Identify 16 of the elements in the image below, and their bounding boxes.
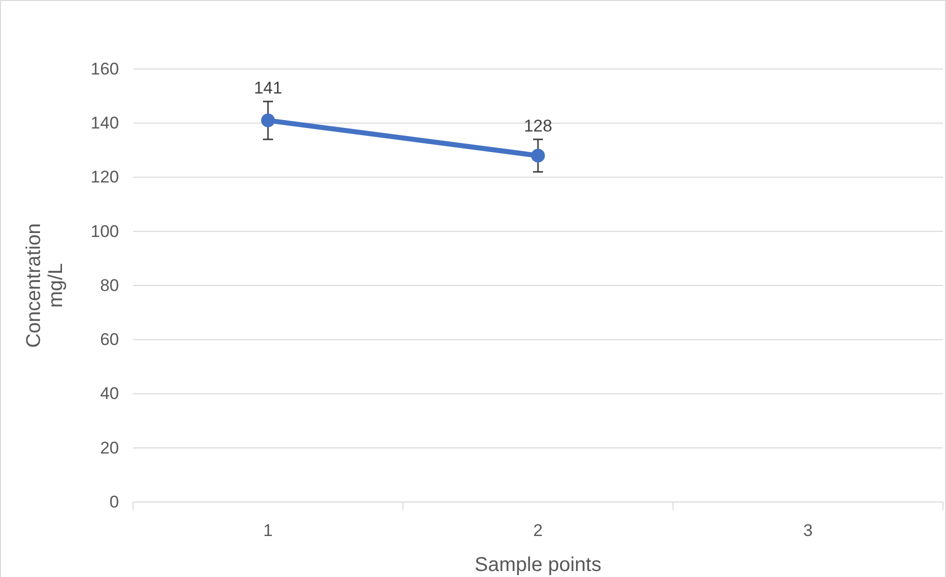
y-tick-label: 120	[90, 168, 119, 187]
y-tick-label: 80	[100, 276, 119, 295]
x-tick-label: 3	[803, 521, 813, 540]
y-tick-label: 160	[90, 59, 119, 78]
y-tick-label: 0	[110, 492, 119, 512]
y-tick-label: 20	[100, 438, 119, 458]
x-axis-title: Sample points	[474, 554, 602, 576]
x-tick-label: 2	[533, 521, 543, 540]
y-tick-label: 140	[90, 114, 119, 133]
y-axis-title: Concentration mg/L	[23, 223, 67, 348]
y-tick-label: 100	[90, 222, 119, 241]
x-tick-label: 1	[263, 521, 273, 540]
data-label: 141	[254, 78, 282, 98]
y-tick-label: 60	[100, 330, 119, 350]
data-label: 128	[524, 116, 552, 136]
y-tick-label: 40	[100, 384, 119, 404]
